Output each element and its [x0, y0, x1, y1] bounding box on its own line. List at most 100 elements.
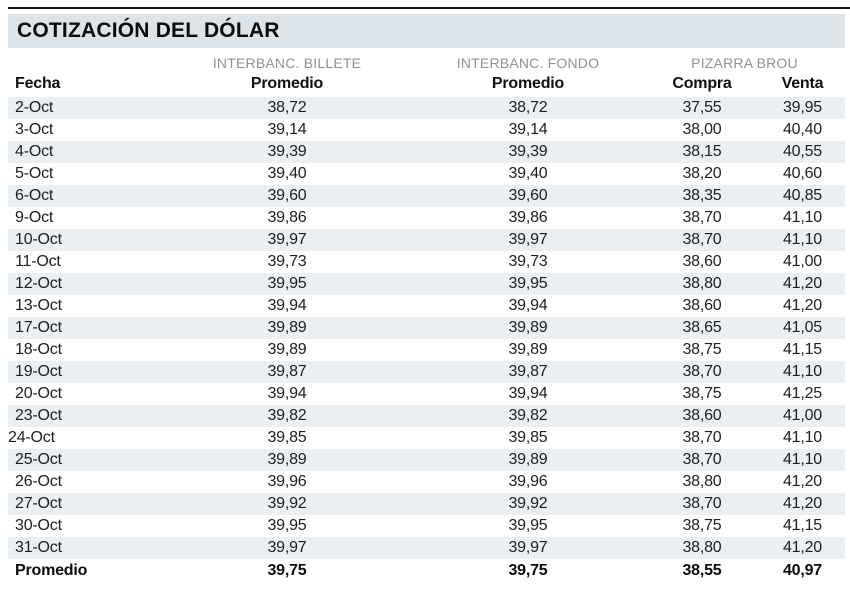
summary-compra: 38,55 [682, 562, 722, 579]
fecha-cell: 3-Oct [15, 121, 54, 138]
summary-row: Promedio 39,75 39,75 38,55 40,97 [8, 559, 845, 583]
fondo-promedio-cell: 39,89 [508, 341, 548, 358]
fecha-cell: 24-Oct [8, 429, 55, 446]
billete-promedio-cell: 38,72 [267, 99, 307, 116]
venta-cell: 41,10 [782, 363, 823, 380]
billete-promedio-cell: 39,89 [267, 341, 307, 358]
table-row: 9-Oct 39,86 39,86 38,70 41,10 [8, 207, 845, 229]
billete-promedio-cell: 39,85 [267, 429, 307, 446]
billete-promedio-cell: 39,89 [267, 319, 307, 336]
summary-fondo-promedio: 39,75 [508, 562, 548, 579]
group-header-pizarra-brou: PIZARRA BROU [691, 55, 798, 71]
table-row: 30-Oct 39,95 39,95 38,75 41,15 [8, 515, 845, 537]
fondo-promedio-cell: 39,89 [508, 319, 548, 336]
column-header-row: Fecha Promedio Promedio Compra Venta [8, 72, 845, 95]
billete-promedio-cell: 39,39 [267, 143, 307, 160]
summary-venta: 40,97 [782, 562, 823, 579]
fecha-cell: 11-Oct [15, 253, 61, 270]
compra-cell: 38,80 [682, 539, 722, 556]
compra-cell: 38,60 [682, 407, 722, 424]
fecha-cell: 12-Oct [15, 275, 62, 292]
fecha-cell: 4-Oct [15, 143, 54, 160]
billete-promedio-cell: 39,86 [267, 209, 307, 226]
compra-cell: 38,70 [682, 451, 722, 468]
billete-promedio-cell: 39,95 [267, 275, 307, 292]
venta-cell: 41,10 [782, 451, 823, 468]
fondo-promedio-cell: 39,97 [508, 539, 548, 556]
venta-cell: 41,20 [782, 539, 823, 556]
billete-promedio-cell: 39,92 [267, 495, 307, 512]
top-divider [8, 7, 850, 9]
fondo-promedio-cell: 39,92 [508, 495, 548, 512]
table-row: 5-Oct 39,40 39,40 38,20 40,60 [8, 163, 845, 185]
column-group-header-row: INTERBANC. BILLETE INTERBANC. FONDO PIZA… [8, 53, 845, 71]
billete-promedio-cell: 39,40 [267, 165, 307, 182]
fondo-promedio-cell: 39,85 [508, 429, 548, 446]
billete-promedio-cell: 39,73 [267, 253, 307, 270]
fondo-promedio-cell: 39,94 [508, 297, 548, 314]
fecha-cell: 6-Oct [15, 187, 54, 204]
venta-cell: 40,60 [782, 165, 823, 182]
fecha-cell: 19-Oct [15, 363, 62, 380]
fecha-cell: 17-Oct [15, 319, 62, 336]
venta-cell: 41,20 [782, 473, 823, 490]
fecha-cell: 9-Oct [15, 209, 54, 226]
table-rows: 2-Oct 38,72 38,72 37,55 39,95 3-Oct 39,1… [8, 97, 845, 559]
compra-cell: 38,60 [682, 297, 722, 314]
table-row: 10-Oct 39,97 39,97 38,70 41,10 [8, 229, 845, 251]
venta-cell: 41,10 [782, 209, 823, 226]
fondo-promedio-cell: 38,72 [508, 99, 548, 116]
fecha-cell: 2-Oct [15, 99, 54, 116]
venta-cell: 41,25 [782, 385, 823, 402]
venta-cell: 41,10 [782, 231, 823, 248]
billete-promedio-cell: 39,95 [267, 517, 307, 534]
compra-cell: 38,35 [682, 187, 722, 204]
group-header-interbanc-fondo: INTERBANC. FONDO [456, 55, 600, 71]
billete-promedio-cell: 39,94 [267, 385, 307, 402]
fondo-promedio-cell: 39,82 [508, 407, 548, 424]
table-row: 18-Oct 39,89 39,89 38,75 41,15 [8, 339, 845, 361]
table-row: 19-Oct 39,87 39,87 38,70 41,10 [8, 361, 845, 383]
fondo-promedio-cell: 39,97 [508, 231, 548, 248]
column-header-compra: Compra [672, 74, 732, 92]
venta-cell: 41,10 [782, 429, 823, 446]
fecha-cell: 5-Oct [15, 165, 54, 182]
venta-cell: 40,40 [782, 121, 823, 138]
title-band: COTIZACIÓN DEL DÓLAR [8, 14, 845, 48]
table-row: 4-Oct 39,39 39,39 38,15 40,55 [8, 141, 845, 163]
billete-promedio-cell: 39,89 [267, 451, 307, 468]
table-row: 11-Oct 39,73 39,73 38,60 41,00 [8, 251, 845, 273]
fecha-cell: 26-Oct [15, 473, 62, 490]
table-row: 13-Oct 39,94 39,94 38,60 41,20 [8, 295, 845, 317]
venta-cell: 41,20 [782, 275, 823, 292]
fondo-promedio-cell: 39,95 [508, 275, 548, 292]
fondo-promedio-cell: 39,73 [508, 253, 548, 270]
venta-cell: 41,20 [782, 297, 823, 314]
fecha-cell: 23-Oct [15, 407, 62, 424]
table-row: 6-Oct 39,60 39,60 38,35 40,85 [8, 185, 845, 207]
fondo-promedio-cell: 39,14 [508, 121, 548, 138]
table-row: 31-Oct 39,97 39,97 38,80 41,20 [8, 537, 845, 559]
fondo-promedio-cell: 39,39 [508, 143, 548, 160]
compra-cell: 38,65 [682, 319, 722, 336]
fondo-promedio-cell: 39,96 [508, 473, 548, 490]
table-row: 24-Oct 39,85 39,85 38,70 41,10 [8, 427, 845, 449]
page-title: COTIZACIÓN DEL DÓLAR [17, 19, 280, 42]
table-row: 25-Oct 39,89 39,89 38,70 41,10 [8, 449, 845, 471]
compra-cell: 38,70 [682, 363, 722, 380]
table-row: 26-Oct 39,96 39,96 38,80 41,20 [8, 471, 845, 493]
fecha-cell: 18-Oct [15, 341, 62, 358]
venta-cell: 41,00 [782, 253, 823, 270]
fecha-cell: 13-Oct [15, 297, 62, 314]
compra-cell: 38,70 [682, 429, 722, 446]
group-header-interbanc-billete: INTERBANC. BILLETE [212, 55, 362, 71]
compra-cell: 38,20 [682, 165, 722, 182]
venta-cell: 41,20 [782, 495, 823, 512]
compra-cell: 38,75 [682, 385, 722, 402]
venta-cell: 39,95 [782, 99, 823, 116]
venta-cell: 41,15 [782, 341, 823, 358]
venta-cell: 40,55 [782, 143, 823, 160]
compra-cell: 38,70 [682, 495, 722, 512]
column-header-venta: Venta [781, 74, 824, 92]
